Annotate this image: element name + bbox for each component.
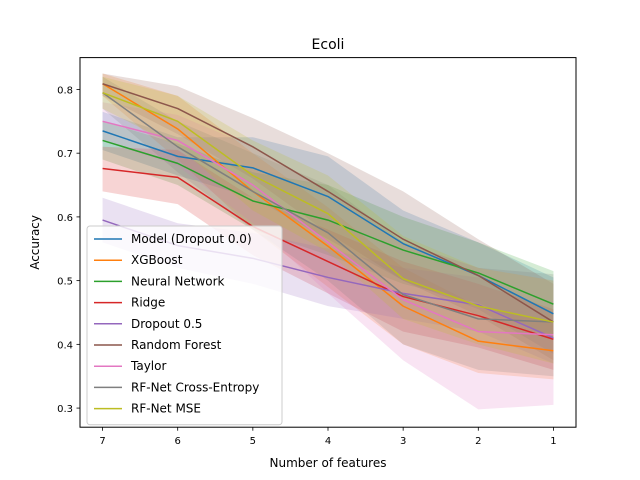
line-series-1 (102, 83, 554, 352)
band-series-7 (102, 76, 554, 377)
x-axis-ticks: 7 6 5 4 3 2 1 (99, 427, 557, 447)
y-tick-label: 0.3 (57, 404, 73, 415)
line-series-2 (102, 139, 554, 305)
x-axis-label: Number of features (270, 456, 387, 470)
line-series-7 (102, 92, 554, 323)
legend-label-8: RF-Net MSE (131, 402, 201, 416)
y-axis-ticks: 0.3 0.4 0.5 0.6 0.7 0.8 (57, 85, 80, 415)
legend-label-0: Model (Dropout 0.0) (131, 232, 252, 246)
y-tick-label: 0.7 (57, 149, 73, 160)
legend-label-3: Ridge (131, 296, 165, 310)
legend: Model (Dropout 0.0) XGBoost Neural Network… (86, 225, 283, 426)
legend-label-5: Random Forest (131, 338, 222, 352)
band-series-1 (102, 73, 554, 380)
y-tick-label: 0.4 (57, 340, 73, 351)
legend-label-4: Dropout 0.5 (131, 317, 202, 331)
line-series-5 (102, 83, 554, 323)
legend-label-7: RF-Net Cross-Entropy (131, 380, 259, 394)
x-tick-label: 3 (400, 436, 406, 447)
x-tick-label: 2 (475, 436, 481, 447)
chart-title: Ecoli (312, 37, 345, 53)
legend-label-6: Taylor (130, 359, 166, 373)
band-series-5 (102, 73, 554, 361)
legend-label-2: Neural Network (131, 274, 225, 288)
x-tick-label: 1 (550, 436, 556, 447)
band-series-2 (102, 121, 554, 338)
legend-label-1: XGBoost (131, 253, 183, 267)
x-tick-label: 4 (325, 436, 331, 447)
y-tick-label: 0.6 (57, 213, 73, 224)
x-tick-label: 7 (99, 436, 105, 447)
y-tick-label: 0.5 (57, 277, 73, 288)
x-tick-label: 6 (175, 436, 181, 447)
line-series-6 (102, 120, 554, 336)
y-axis-label: Accuracy (28, 215, 42, 270)
y-tick-label: 0.8 (57, 85, 73, 96)
line-series-3 (102, 167, 554, 340)
series-lines (102, 83, 554, 352)
x-tick-label: 5 (250, 436, 256, 447)
band-series-6 (102, 102, 554, 410)
legend-box (86, 225, 283, 426)
line-series-8 (102, 91, 554, 323)
